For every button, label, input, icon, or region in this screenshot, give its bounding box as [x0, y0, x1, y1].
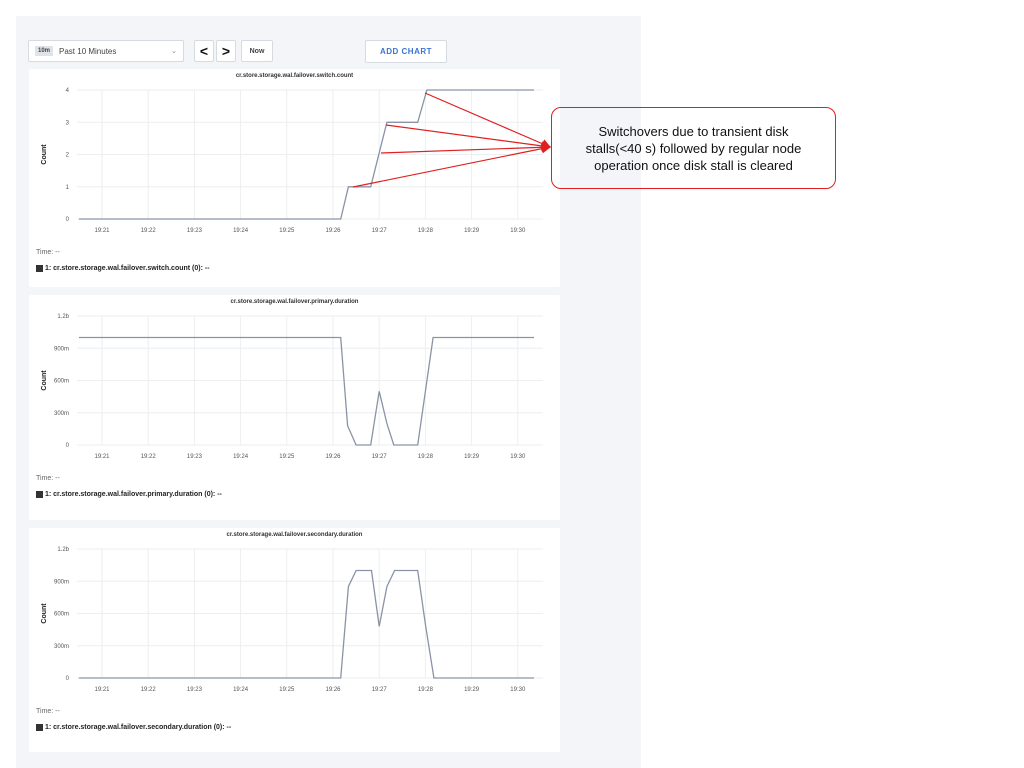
x-tick-label: 19:22 [141, 454, 157, 460]
y-tick-label: 600m [54, 379, 69, 385]
chevron-down-icon: ⌄ [171, 48, 177, 55]
series-line [78, 89, 534, 220]
y-tick-label: 900m [54, 579, 69, 585]
series-line [78, 569, 534, 679]
x-tick-label: 19:29 [464, 454, 480, 460]
legend-swatch [36, 491, 43, 498]
legend-item[interactable]: 1: cr.store.storage.wal.failover.switch.… [36, 265, 210, 272]
x-tick-label: 19:27 [372, 228, 388, 234]
arrow-to-step-3 [385, 124, 552, 151]
chevron-left-icon: < [199, 43, 209, 59]
chart-plot: Count 0 300m 600m 900m 1.2b 19:21 19:22 19:23 19:… [41, 314, 543, 460]
y-tick-label: 1.2b [57, 547, 69, 553]
time-readout: Time: -- [36, 475, 60, 482]
x-tick-label: 19:30 [510, 228, 526, 234]
legend-label: 1: cr.store.storage.wal.failover.primary… [45, 491, 222, 498]
y-tick-label: 600m [54, 612, 69, 618]
x-tick-label: 19:28 [418, 454, 434, 460]
chart-plot: Count 0 1 2 3 4 19:21 19:22 19:23 19:24 19:25 19:26… [41, 88, 543, 234]
x-tick-label: 19:26 [325, 687, 341, 693]
y-tick-label: 900m [54, 346, 69, 352]
y-tick-label: 300m [54, 644, 69, 650]
arrow-to-step-1 [352, 143, 552, 188]
add-chart-button[interactable]: ADD CHART [365, 40, 447, 63]
y-tick-label: 1 [66, 185, 70, 191]
y-tick-label: 0 [66, 217, 70, 223]
y-tick-label: 0 [66, 443, 70, 449]
time-range-select[interactable]: 10m Past 10 Minutes ⌄ [28, 40, 184, 62]
time-readout: Time: -- [36, 249, 60, 256]
series-line [78, 336, 534, 446]
x-tick-label: 19:22 [141, 687, 157, 693]
y-axis-label: Count [41, 144, 48, 165]
legend-swatch [36, 724, 43, 731]
y-tick-label: 3 [66, 120, 70, 126]
chevron-right-icon: > [221, 43, 231, 59]
legend-item[interactable]: 1: cr.store.storage.wal.failover.seconda… [36, 724, 231, 731]
x-tick-label: 19:27 [372, 687, 388, 693]
x-tick-label: 19:26 [325, 228, 341, 234]
arrow-to-step-4 [424, 92, 552, 149]
x-tick-label: 19:24 [233, 228, 249, 234]
chart-title: cr.store.storage.wal.failover.switch.cou… [235, 73, 354, 79]
y-tick-label: 300m [54, 411, 69, 417]
y-axis-label: Count [41, 603, 48, 624]
chart-plot: Count 0 300m 600m 900m 1.2b 19:21 19:22 19:23 19:… [41, 547, 543, 693]
x-tick-label: 19:25 [279, 454, 295, 460]
chart-card-primary-duration: cr.store.storage.wal.failover.primary.du… [29, 295, 560, 520]
x-tick-label: 19:23 [187, 687, 203, 693]
next-range-button[interactable]: > [216, 40, 236, 62]
x-tick-label: 19:21 [94, 228, 110, 234]
legend-label: 1: cr.store.storage.wal.failover.switch.… [45, 265, 210, 272]
legend-swatch [36, 265, 43, 272]
range-label: Past 10 Minutes [59, 46, 117, 56]
x-tick-label: 19:22 [141, 228, 157, 234]
x-tick-label: 19:25 [279, 687, 295, 693]
x-tick-label: 19:26 [325, 454, 341, 460]
x-tick-label: 19:25 [279, 228, 295, 234]
range-badge: 10m [35, 46, 54, 56]
x-tick-label: 19:23 [187, 454, 203, 460]
chart-card-secondary-duration: cr.store.storage.wal.failover.secondary.… [29, 528, 560, 752]
x-tick-label: 19:21 [94, 454, 110, 460]
legend-label: 1: cr.store.storage.wal.failover.seconda… [45, 724, 232, 731]
annotation-callout: Switchovers due to transient disk stalls… [551, 107, 836, 189]
x-tick-label: 19:28 [418, 687, 434, 693]
x-tick-label: 19:24 [233, 687, 249, 693]
x-tick-label: 19:23 [187, 228, 203, 234]
x-tick-label: 19:29 [464, 228, 480, 234]
y-tick-label: 4 [66, 88, 70, 94]
chart-title: cr.store.storage.wal.failover.secondary.… [226, 532, 363, 538]
chart-card-switch-count: cr.store.storage.wal.failover.switch.cou… [29, 69, 560, 287]
x-tick-label: 19:29 [464, 687, 480, 693]
x-tick-label: 19:28 [418, 228, 434, 234]
x-tick-label: 19:27 [372, 454, 388, 460]
legend-item[interactable]: 1: cr.store.storage.wal.failover.primary… [36, 491, 222, 498]
y-tick-label: 0 [66, 676, 70, 682]
now-button[interactable]: Now [241, 40, 273, 62]
y-tick-label: 1.2b [57, 314, 69, 320]
prev-range-button[interactable]: < [194, 40, 214, 62]
x-tick-label: 19:21 [94, 687, 110, 693]
x-tick-label: 19:24 [233, 454, 249, 460]
chart-title: cr.store.storage.wal.failover.primary.du… [230, 299, 359, 305]
x-tick-label: 19:30 [510, 454, 526, 460]
arrow-to-step-2 [380, 142, 552, 154]
y-tick-label: 2 [66, 153, 70, 159]
x-tick-label: 19:30 [510, 687, 526, 693]
time-readout: Time: -- [36, 708, 60, 715]
y-axis-label: Count [41, 370, 48, 391]
